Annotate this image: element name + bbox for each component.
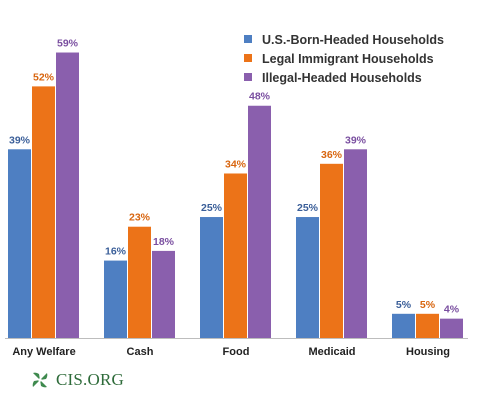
- data-label-housing-series-3: 4%: [444, 304, 460, 316]
- data-label-housing-series-1: 5%: [396, 299, 412, 311]
- bar-medicaid-series-2: [320, 163, 343, 338]
- data-label-cash-series-1: 16%: [105, 246, 127, 258]
- data-label-medicaid-series-2: 36%: [321, 149, 343, 161]
- legend-label-1: U.S.-Born-Headed Households: [262, 33, 444, 47]
- bar-medicaid-series-1: [296, 217, 319, 338]
- logo-text: CIS.ORG: [56, 370, 124, 389]
- data-label-any-welfare-series-3: 59%: [57, 38, 79, 50]
- x-tick-any-welfare: Any Welfare: [12, 346, 75, 358]
- data-label-cash-series-3: 18%: [153, 236, 175, 248]
- bar-any-welfare-series-1: [8, 149, 31, 338]
- data-label-food-series-3: 48%: [249, 91, 271, 103]
- bar-any-welfare-series-3: [56, 52, 79, 339]
- data-label-any-welfare-series-2: 52%: [33, 71, 55, 83]
- bar-food-series-2: [224, 173, 247, 338]
- data-labels: 39%52%59%16%23%18%25%34%48%25%36%39%5% 5%…: [9, 38, 460, 316]
- bar-cash-series-2: [128, 226, 151, 338]
- bar-groups: [8, 52, 463, 339]
- x-axis-tick-labels: Any Welfare Cash Food Medicaid Housing: [12, 346, 450, 358]
- data-label-food-series-2: 34%: [225, 158, 247, 170]
- data-label-medicaid-series-3: 39%: [345, 134, 367, 146]
- x-tick-medicaid: Medicaid: [308, 346, 355, 358]
- data-label-cash-series-2: 23%: [129, 212, 151, 224]
- data-label-housing-series-2: 5%: [420, 299, 436, 311]
- bar-housing-series-2: [416, 313, 439, 338]
- bar-cash-series-1: [104, 260, 127, 338]
- x-tick-cash: Cash: [127, 346, 154, 358]
- bar-any-welfare-series-2: [32, 86, 55, 338]
- bar-food-series-3: [248, 105, 271, 338]
- legend-swatch-3: [244, 73, 252, 81]
- bar-food-series-1: [200, 217, 223, 338]
- bar-medicaid-series-3: [344, 149, 367, 338]
- bar-housing-series-1: [392, 313, 415, 338]
- bar-cash-series-3: [152, 250, 175, 338]
- legend-swatch-2: [244, 54, 252, 62]
- cis-logo: CIS.ORG: [30, 370, 124, 390]
- data-label-any-welfare-series-1: 39%: [9, 134, 31, 146]
- data-label-medicaid-series-1: 25%: [297, 202, 319, 214]
- legend-label-3: Illegal-Headed Households: [262, 71, 422, 85]
- legend-swatch-1: [244, 35, 252, 43]
- cis-leaf-logo-icon: [32, 372, 48, 388]
- chart-legend: U.S.-Born-Headed Households Legal Immigra…: [244, 33, 444, 85]
- data-label-food-series-1: 25%: [201, 202, 223, 214]
- x-tick-food: Food: [223, 346, 250, 358]
- x-tick-housing: Housing: [406, 346, 450, 358]
- bar-housing-series-3: [440, 318, 463, 338]
- legend-label-2: Legal Immigrant Households: [262, 52, 434, 66]
